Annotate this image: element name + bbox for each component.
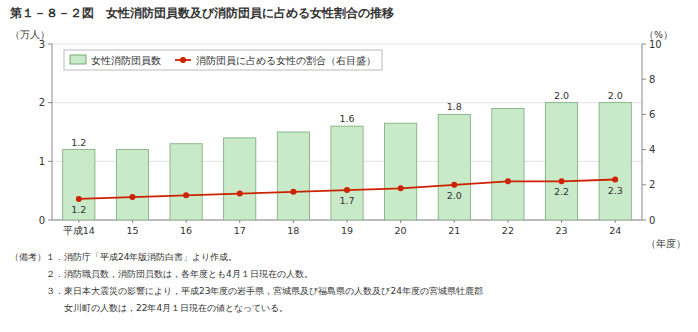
line-marker [505, 178, 511, 184]
line-marker [398, 185, 404, 191]
x-tick-label: 16 [180, 225, 192, 236]
footnote: ３．東日本大震災の影響により，平成23年度の岩手県，宮城県及び福島県の人数及び2… [10, 286, 483, 296]
bar [277, 132, 309, 220]
y2-axis-label: （%） [644, 29, 673, 40]
x-tick [400, 220, 401, 223]
y2-tick [642, 184, 646, 185]
data-labels: 1.2 1.6 1.8 2.0 2.0 1.2 1.7 2.0 2.2 2.3 [71, 90, 622, 215]
y-tick [48, 161, 52, 162]
bar-label: 2.0 [554, 90, 569, 101]
line-marker [76, 196, 82, 202]
footnote: （備考）１．消防庁「平成24年版消防白書」より作成。 [10, 252, 237, 262]
line-marker [612, 177, 618, 183]
line-marker [290, 189, 296, 195]
line-marker [129, 194, 135, 200]
x-tick [561, 220, 562, 223]
x-tick-label: 18 [287, 225, 299, 236]
line-label: 1.2 [71, 204, 86, 215]
x-tick [347, 220, 348, 223]
grid [52, 44, 642, 220]
x-tick [615, 220, 616, 223]
legend-label: 消防団員に占める女性の割合（右目盛） [196, 55, 376, 66]
y-tick-label: 2 [39, 97, 45, 108]
y2-tick-label: 8 [649, 74, 655, 85]
line-marker [559, 178, 565, 184]
x-tick-label: 24 [609, 225, 621, 236]
x-tick [239, 220, 240, 223]
x-tick-label: 20 [395, 225, 407, 236]
bar [116, 150, 148, 220]
y-axis-line [52, 44, 53, 220]
y-axis-label: （万人） [10, 29, 50, 40]
x-tick-label: 17 [234, 225, 246, 236]
legend-marker [180, 57, 186, 63]
footnotes: （備考）１．消防庁「平成24年版消防白書」より作成。 ２．消防職員数，消防団員数… [10, 252, 483, 313]
y2-tick [642, 44, 646, 45]
line-label: 2.0 [447, 190, 462, 201]
x-tick-label: 19 [341, 225, 353, 236]
x-tick [78, 220, 79, 223]
x-tick-label: 23 [555, 225, 567, 236]
legend: 女性消防団員数 消防団員に占める女性の割合（右目盛） [64, 50, 382, 70]
line-marker [183, 192, 189, 198]
bar-label: 1.8 [447, 101, 462, 112]
legend-label: 女性消防団員数 [91, 55, 161, 66]
y2-axis-line [642, 44, 643, 220]
bar [492, 109, 524, 220]
line-label: 1.7 [339, 195, 354, 206]
marks [63, 103, 632, 220]
footnote: ２．消防職員数，消防団員数は，各年度とも4月１日現在の人数。 [10, 269, 313, 279]
y-tick-label: 0 [39, 215, 45, 226]
footnote: 女川町の人数は，22年4月１日現在の値となっている。 [10, 303, 288, 313]
y-tick [48, 102, 52, 103]
bar [385, 123, 417, 220]
bar-label: 1.2 [71, 137, 86, 148]
x-tick [132, 220, 133, 223]
bar [438, 114, 470, 220]
y-tick [48, 44, 52, 45]
x-tick [507, 220, 508, 223]
bar [599, 103, 631, 220]
y2-tick [642, 220, 646, 221]
x-tick-label: 22 [502, 225, 514, 236]
y2-tick [642, 79, 646, 80]
bar [331, 126, 363, 220]
y2-tick-label: 0 [649, 215, 655, 226]
legend-box [64, 50, 382, 70]
legend-swatch [70, 55, 86, 64]
bar-label: 2.0 [608, 90, 623, 101]
chart: 第１－８－２図 女性消防団員数及び消防団員に占める女性割合の推移01230246… [0, 0, 698, 332]
x-tick-label: 平成14 [63, 225, 95, 236]
bar [224, 138, 256, 220]
line-marker [344, 187, 350, 193]
y-tick [48, 220, 52, 221]
line-marker [237, 191, 243, 197]
grid-line [52, 44, 642, 45]
bar [170, 144, 202, 220]
y-tick-label: 1 [39, 156, 45, 167]
y2-tick-label: 4 [649, 144, 655, 155]
line-marker [451, 182, 457, 188]
x-tick-label: 21 [448, 225, 460, 236]
title: 第１－８－２図 女性消防団員数及び消防団員に占める女性割合の推移 [9, 6, 394, 20]
bar [545, 103, 577, 220]
x-axis-label: （年度） [646, 238, 686, 249]
y-tick-label: 3 [39, 39, 45, 50]
line-label: 2.2 [554, 186, 569, 197]
x-tick [186, 220, 187, 223]
x-tick [454, 220, 455, 223]
x-tick [293, 220, 294, 223]
x-tick-label: 15 [126, 225, 138, 236]
y2-tick-label: 2 [649, 179, 655, 190]
bar-label: 1.6 [339, 113, 354, 124]
y2-tick-label: 10 [649, 39, 662, 50]
y2-tick [642, 114, 646, 115]
y2-tick-label: 6 [649, 109, 655, 120]
bar [63, 150, 95, 220]
y2-tick [642, 149, 646, 150]
line-label: 2.3 [608, 185, 623, 196]
